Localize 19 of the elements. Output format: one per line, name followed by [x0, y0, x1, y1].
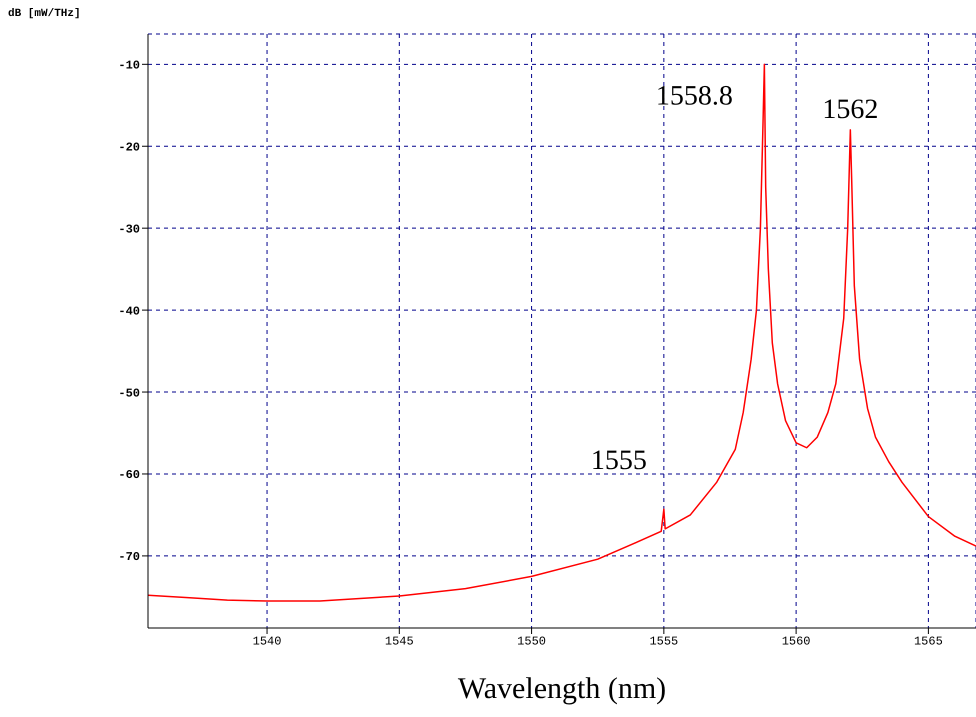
annotation: 1558.8	[656, 80, 733, 112]
x-tick-label: 1560	[782, 634, 811, 649]
y-tick-label: -40	[118, 304, 140, 318]
y-tick-label: -50	[118, 386, 140, 400]
y-tick-label: -20	[118, 140, 140, 155]
line-series	[148, 64, 976, 602]
y-tick-label: -10	[118, 58, 140, 73]
y-axis-title: dB [mW/THz]	[8, 8, 81, 20]
x-tick-label: 1555	[649, 634, 678, 649]
x-tick-label: 1540	[252, 634, 282, 649]
annotation: 1555	[590, 445, 647, 476]
x-tick-label: 1545	[384, 634, 414, 649]
x-axis-title: Wavelength (nm)	[458, 672, 666, 705]
x-tick-label: 1565	[914, 634, 943, 649]
y-tick-label: -60	[118, 468, 140, 482]
y-tick-label: -30	[118, 222, 140, 236]
y-tick-label: -70	[118, 550, 140, 564]
x-tick-label: 1550	[517, 634, 546, 649]
annotation: 1562	[822, 94, 878, 125]
